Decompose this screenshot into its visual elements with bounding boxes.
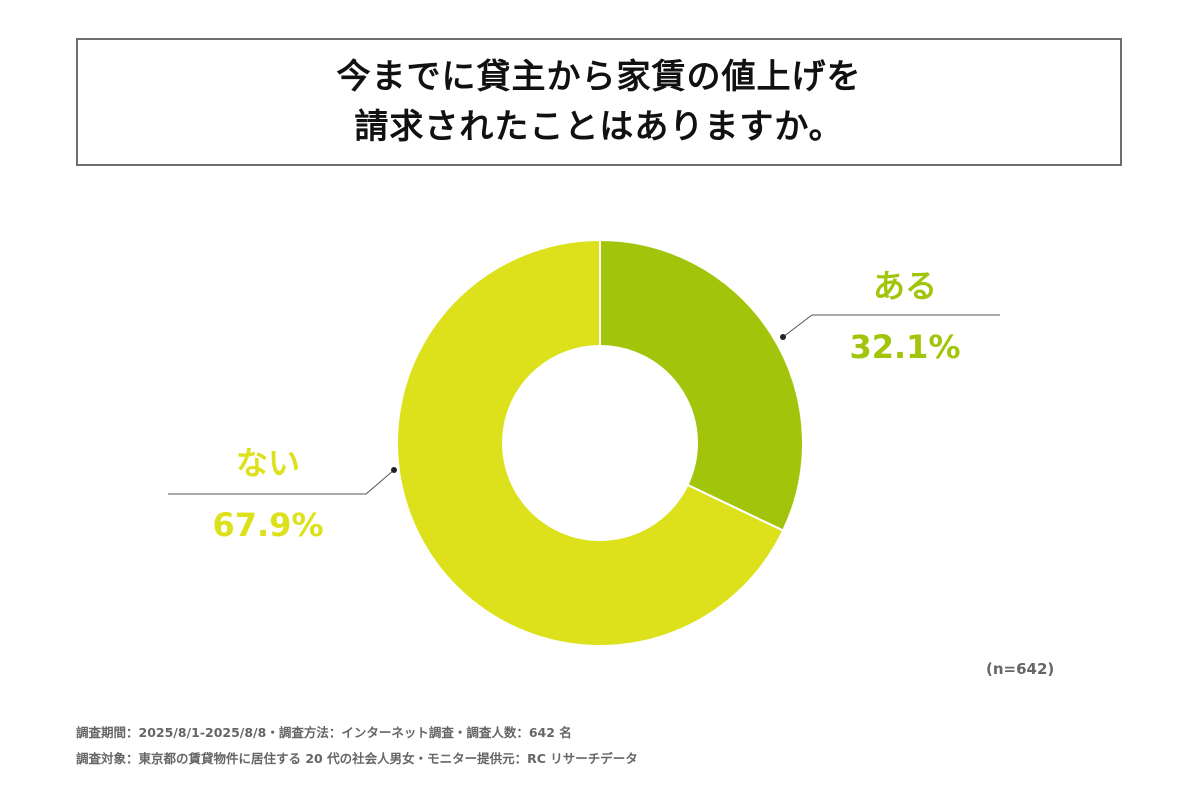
leader-line-aru xyxy=(782,314,1000,338)
footer-line-2: 調査対象：東京都の賃貸物件に居住する 20 代の社会人男女・モニター提供元：RC… xyxy=(76,751,638,766)
chart-title: 今までに貸主から家賃の値上げを 請求されたことはありますか。 xyxy=(76,38,1122,166)
slice-value-nai: 67.9% xyxy=(212,506,323,544)
leader-dot-aru xyxy=(780,334,786,340)
slice-value-aru: 32.1% xyxy=(849,328,960,366)
sample-size: (n=642) xyxy=(986,660,1055,678)
slice-label-aru: ある xyxy=(873,267,937,305)
slice-aru xyxy=(599,238,804,532)
leader-dot-nai xyxy=(391,467,397,473)
leader-line-nai xyxy=(168,469,395,495)
slice-nai xyxy=(396,238,785,647)
title-line-1: 今までに貸主から家賃の値上げを xyxy=(336,57,862,97)
slice-label-nai: ない xyxy=(236,444,300,482)
footer-line-1: 調査期間：2025/8/1-2025/8/8・調査方法：インターネット調査・調査… xyxy=(76,725,572,740)
title-line-2: 請求されたことはありますか。 xyxy=(354,107,844,147)
